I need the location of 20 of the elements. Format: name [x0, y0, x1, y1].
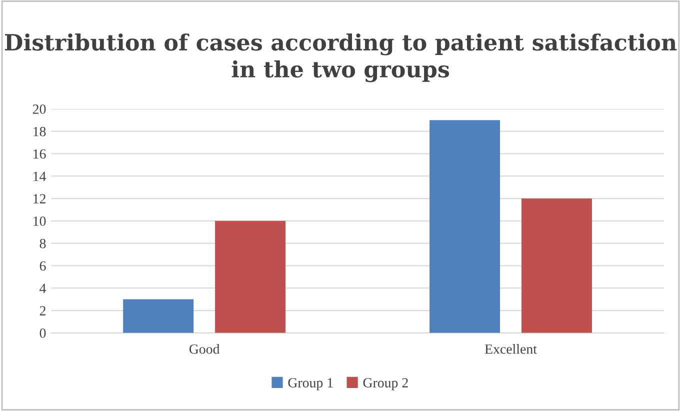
- y-tick-label: 14: [34, 172, 46, 181]
- y-tick-label: 6: [40, 261, 46, 271]
- y-tick-label: 20: [32, 104, 46, 114]
- bar: [123, 299, 194, 333]
- bar: [215, 220, 286, 333]
- bar: [521, 198, 592, 333]
- y-tick-label: 0: [40, 328, 46, 338]
- y-tick-label: 12: [34, 194, 46, 204]
- legend-label: Group 1: [288, 378, 333, 390]
- y-tick-label: 18: [34, 126, 46, 136]
- legend-label: Group 2: [363, 378, 408, 390]
- y-tick-label: 16: [34, 149, 46, 159]
- x-tick-label: Excellent: [484, 344, 537, 354]
- y-tick-label: 4: [40, 284, 46, 293]
- y-tick-label: 10: [34, 216, 46, 226]
- y-tick-label: 8: [40, 238, 46, 248]
- y-tick-label: 2: [40, 306, 46, 316]
- x-tick-label: Good: [189, 344, 220, 354]
- chart-title: Distribution of cases according to patient satisfaction in the two groups: [4, 33, 677, 82]
- bar: [430, 120, 500, 333]
